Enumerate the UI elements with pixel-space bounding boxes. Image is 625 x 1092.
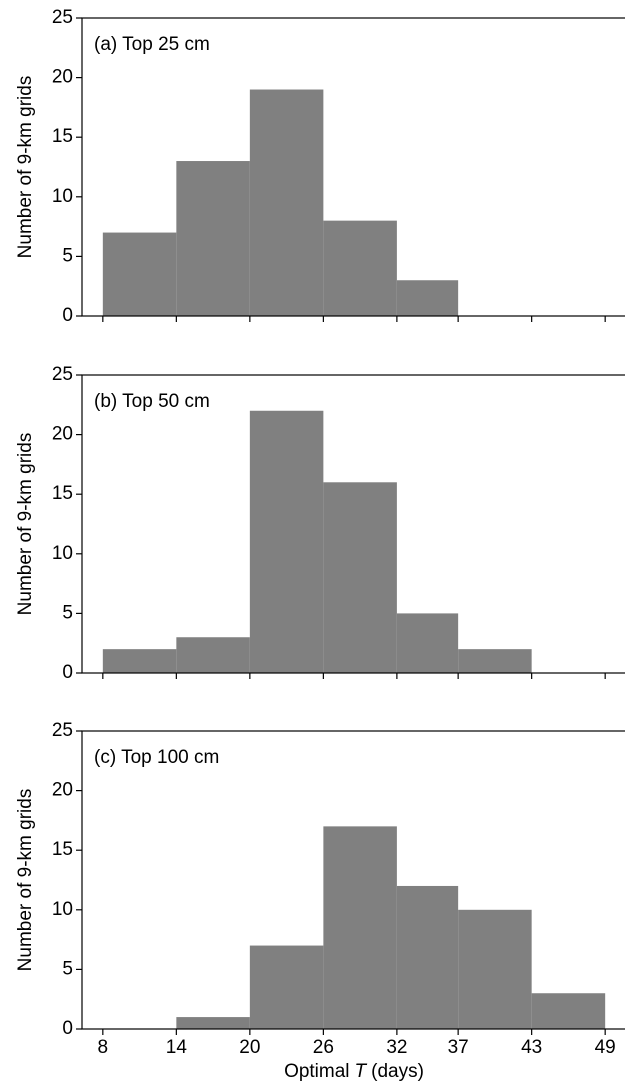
bar xyxy=(176,161,250,316)
bar xyxy=(323,482,397,673)
x-tick-label: 49 xyxy=(595,1037,616,1058)
bar xyxy=(458,909,532,1029)
y-axis-label: Number of 9-km grids xyxy=(15,76,36,259)
panel-label: (b) Top 50 cm xyxy=(94,391,210,412)
y-tick-label: 10 xyxy=(52,543,73,564)
bar xyxy=(323,220,397,316)
x-axis-label-part: T xyxy=(355,1061,368,1082)
y-tick-label: 15 xyxy=(52,839,73,860)
plot-frame xyxy=(81,17,625,317)
y-tick-label: 25 xyxy=(52,364,73,385)
y-tick-label: 20 xyxy=(52,67,73,88)
y-axis-label: Number of 9-km grids xyxy=(15,433,36,616)
x-tick-label: 32 xyxy=(386,1037,407,1058)
y-tick-label: 5 xyxy=(62,602,73,623)
x-tick-label: 14 xyxy=(166,1037,188,1058)
y-tick-label: 0 xyxy=(62,662,73,683)
bar xyxy=(176,637,250,673)
y-tick-label: 15 xyxy=(52,483,73,504)
bar xyxy=(323,826,397,1029)
panel-label: (c) Top 100 cm xyxy=(94,747,219,768)
bar xyxy=(396,613,459,673)
x-axis-label-part: (days) xyxy=(371,1061,424,1082)
x-tick-label: 26 xyxy=(313,1037,334,1058)
y-tick-label: 25 xyxy=(52,720,73,741)
y-tick-label: 20 xyxy=(52,424,73,445)
panel-label: (a) Top 25 cm xyxy=(94,34,210,55)
y-tick-label: 10 xyxy=(52,899,73,920)
y-tick-label: 10 xyxy=(52,186,73,207)
bar xyxy=(176,1017,250,1029)
plot-frame xyxy=(81,374,625,674)
y-tick-label: 15 xyxy=(52,126,73,147)
bar xyxy=(396,280,459,316)
bar xyxy=(102,232,177,316)
plot-frame xyxy=(81,730,625,1030)
bar xyxy=(249,945,324,1029)
bar xyxy=(531,993,606,1029)
bar xyxy=(249,89,324,317)
y-tick-label: 5 xyxy=(62,245,73,266)
bar xyxy=(396,885,459,1029)
y-axis-label: Number of 9-km grids xyxy=(15,789,36,972)
x-tick-label: 20 xyxy=(239,1037,260,1058)
y-tick-label: 25 xyxy=(52,7,73,28)
y-tick-label: 5 xyxy=(62,958,73,979)
x-axis-label-part: Optimal xyxy=(284,1061,349,1082)
bar xyxy=(102,649,177,673)
x-tick-label: 8 xyxy=(98,1037,109,1058)
bar xyxy=(249,410,324,673)
x-axis-label: Optimal T (days) xyxy=(284,1061,424,1082)
x-tick-label: 43 xyxy=(521,1037,542,1058)
x-tick-label: 37 xyxy=(448,1037,469,1058)
y-tick-label: 20 xyxy=(52,780,73,801)
bar xyxy=(458,649,532,673)
y-tick-label: 0 xyxy=(62,305,73,326)
y-tick-label: 0 xyxy=(62,1018,73,1039)
